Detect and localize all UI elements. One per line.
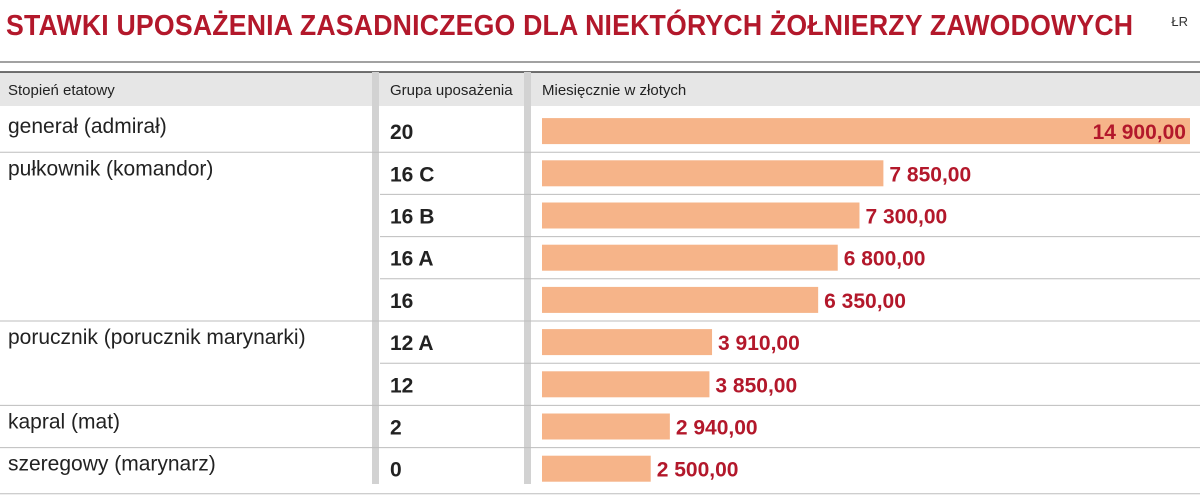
group-label: 20 bbox=[390, 121, 413, 144]
value-label: 2 940,00 bbox=[676, 417, 758, 440]
group-label: 16 C bbox=[390, 163, 434, 186]
group-label: 12 A bbox=[390, 332, 434, 355]
group-label: 2 bbox=[390, 417, 402, 440]
value-label: 7 300,00 bbox=[865, 206, 947, 229]
column-divider-2 bbox=[524, 72, 531, 484]
value-label: 3 910,00 bbox=[718, 332, 800, 355]
header-group: Grupa uposażenia bbox=[390, 82, 513, 99]
bar bbox=[542, 118, 1190, 145]
bar bbox=[542, 329, 713, 356]
bar bbox=[542, 202, 860, 229]
value-label: 2 500,00 bbox=[657, 459, 739, 482]
value-label: 6 800,00 bbox=[844, 248, 926, 271]
rank-label: kapral (mat) bbox=[8, 411, 120, 434]
column-divider-1 bbox=[372, 72, 379, 484]
bar bbox=[542, 413, 670, 440]
bar bbox=[542, 160, 884, 187]
header-rank: Stopień etatowy bbox=[8, 82, 115, 99]
header-background bbox=[0, 72, 1200, 106]
group-label: 12 bbox=[390, 374, 413, 397]
bar bbox=[542, 286, 819, 313]
value-label: 14 900,00 bbox=[1093, 121, 1186, 144]
group-label: 16 B bbox=[390, 206, 434, 229]
value-label: 6 350,00 bbox=[824, 290, 906, 313]
value-label: 7 850,00 bbox=[889, 163, 971, 186]
header-value: Miesięcznie w złotych bbox=[542, 82, 686, 99]
bar bbox=[542, 244, 838, 271]
bar bbox=[542, 371, 710, 398]
group-label: 16 bbox=[390, 290, 413, 313]
bar bbox=[542, 455, 651, 482]
value-label: 3 850,00 bbox=[715, 374, 797, 397]
rank-label: generał (admirał) bbox=[8, 115, 167, 138]
rank-label: szeregowy (marynarz) bbox=[8, 453, 216, 476]
chart-title: STAWKI UPOSAŻENIA ZASADNICZEGO DLA NIEKT… bbox=[6, 10, 1134, 42]
rank-label: porucznik (porucznik marynarki) bbox=[8, 326, 306, 349]
source-label: ŁR bbox=[1171, 14, 1188, 29]
group-label: 16 A bbox=[390, 248, 434, 271]
group-label: 0 bbox=[390, 459, 402, 482]
rank-label: pułkownik (komandor) bbox=[8, 157, 213, 180]
